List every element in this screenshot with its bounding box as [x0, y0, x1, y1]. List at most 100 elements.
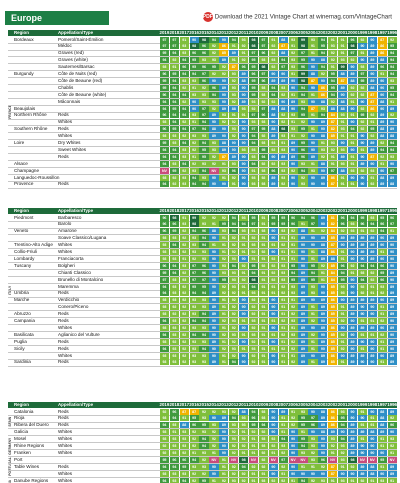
score-cell: 89 — [219, 146, 229, 153]
score-cell: 89 — [367, 146, 377, 153]
score-cell: 92 — [328, 146, 338, 153]
score-cell: 92 — [278, 463, 288, 470]
score-cell: 93 — [199, 324, 209, 331]
score-cell: 91 — [258, 318, 269, 324]
score-cell: 93 — [169, 422, 179, 429]
score-cell: NV — [357, 456, 368, 463]
score-cell: 91 — [377, 160, 387, 167]
score-cell: 91 — [288, 297, 298, 304]
score-cell: 93 — [179, 276, 189, 283]
score-cell: 92 — [357, 119, 368, 126]
score-cell: 89 — [387, 311, 397, 318]
score-cell: 89 — [318, 255, 328, 262]
score-cell: 98 — [189, 221, 199, 228]
score-cell: 90 — [387, 345, 397, 352]
score-cell: 94 — [189, 71, 199, 77]
score-cell: 91 — [278, 415, 288, 422]
score-cell: 92 — [387, 443, 397, 449]
score-cell: 89 — [387, 408, 397, 415]
score-cell: 89 — [209, 359, 219, 366]
score-cell: 89 — [278, 77, 288, 84]
score-cell: 90 — [189, 98, 199, 105]
score-cell: 90 — [219, 126, 229, 133]
score-cell: 90 — [239, 167, 249, 174]
score-cell: 93 — [288, 112, 298, 119]
score-cell: 97 — [199, 112, 209, 119]
appellation-column-header: Appellation/Type — [58, 30, 94, 35]
year-header: 1998 — [367, 402, 378, 407]
score-cell: 92 — [189, 470, 199, 477]
table-row: Galicia Whites 93 91 93 92 93 92 90 92 91 92 92 90 91 9… — [8, 429, 397, 437]
score-cell: 94 — [229, 415, 239, 422]
appellation-name: Whites — [58, 352, 73, 358]
score-cell: 91 — [357, 436, 368, 443]
score-cell: 89 — [377, 112, 387, 119]
score-cell: 90 — [209, 262, 219, 269]
score-cell: 89 — [387, 297, 397, 304]
download-link[interactable]: PDF Download the 2021 Vintage Chart at wi… — [202, 12, 392, 22]
score-cell: 91 — [338, 181, 348, 188]
score-cell: 88 — [268, 112, 278, 119]
score-cell: 91 — [308, 255, 318, 262]
row-divider — [8, 310, 397, 312]
score-cell: 91 — [239, 50, 249, 57]
appellation-name: Mâconnais — [58, 98, 81, 104]
score-cell: 93 — [169, 235, 179, 242]
score-cell: 88 — [347, 77, 358, 84]
score-cell: 96 — [199, 269, 209, 276]
score-cell: 90 — [278, 98, 288, 105]
score-cell: 89 — [357, 352, 368, 359]
score-cell: 92 — [189, 160, 199, 167]
region-name: Puglia — [14, 338, 27, 344]
score-cell: 94 — [189, 456, 199, 463]
score-cell: 95 — [169, 167, 179, 174]
score-cell: 88 — [318, 242, 328, 249]
score-cell: 91 — [338, 338, 348, 345]
appellation-name: Chablis — [58, 84, 74, 90]
score-cell: 90 — [308, 133, 318, 140]
year-header: 2008 — [268, 30, 279, 35]
score-cell: 92 — [159, 443, 170, 449]
score-cell: 89 — [387, 105, 397, 112]
year-header: 2018 — [169, 402, 180, 407]
score-cell: 88 — [367, 429, 377, 436]
row-divider — [8, 351, 397, 353]
score-cell: 89 — [367, 64, 377, 71]
score-cell: 93 — [189, 311, 199, 318]
score-cell: 90 — [308, 429, 318, 436]
score-cell: 90 — [268, 304, 278, 311]
score-cell: 92 — [258, 262, 269, 269]
score-cell: 90 — [239, 126, 249, 133]
score-cell: 94 — [179, 91, 189, 98]
score-cell: 91 — [169, 429, 179, 436]
score-cell: 94 — [159, 105, 170, 112]
score-cell: 93 — [159, 470, 170, 477]
table-row: Chianti Classico 95 94 92 97 96 90 93 93 91 94 91 92… — [8, 269, 397, 277]
score-cell: 91 — [258, 331, 269, 338]
score-cell: 90 — [367, 443, 377, 449]
score-cell: 95 — [248, 77, 259, 84]
score-cell: 88 — [367, 84, 377, 91]
table-row: Basilicata Aglianico del Vulture 94 93 92 94 9… — [8, 331, 397, 339]
score-cell: NV — [288, 456, 298, 463]
year-header: 2019 — [159, 208, 170, 213]
score-cell: 92 — [258, 133, 269, 140]
score-cell: 94 — [229, 221, 239, 228]
year-header: 2002 — [327, 402, 338, 407]
score-cell: 91 — [387, 477, 397, 483]
score-cell: 94 — [159, 290, 170, 297]
score-cell: 89 — [219, 105, 229, 112]
score-cell: 90 — [347, 64, 358, 71]
score-cell: 92 — [258, 160, 269, 167]
score-cell: 89 — [298, 338, 308, 345]
score-cell: 91 — [288, 477, 298, 483]
row-divider — [8, 220, 397, 222]
year-header: 2008 — [268, 208, 279, 213]
region-column-header: Region — [14, 402, 29, 407]
score-cell: 91 — [308, 359, 318, 366]
score-cell: 89 — [209, 338, 219, 345]
score-cell: 90 — [308, 470, 318, 477]
score-cell: 91 — [258, 214, 269, 221]
score-cell: 88 — [278, 105, 288, 112]
score-cell: 90 — [367, 160, 377, 167]
